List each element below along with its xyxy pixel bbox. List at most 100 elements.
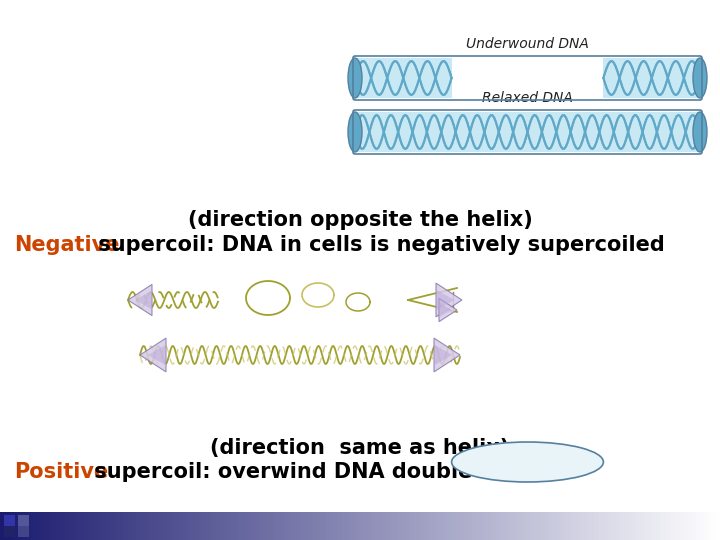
Bar bbox=[391, 512, 392, 540]
Bar bbox=[680, 512, 683, 540]
Bar bbox=[9, 512, 11, 540]
Bar bbox=[355, 112, 700, 152]
Bar bbox=[497, 512, 498, 540]
Bar bbox=[534, 512, 536, 540]
Bar bbox=[495, 512, 497, 540]
Bar bbox=[464, 512, 467, 540]
Bar bbox=[474, 512, 475, 540]
Bar bbox=[618, 512, 619, 540]
Bar bbox=[144, 512, 145, 540]
Bar bbox=[18, 515, 29, 526]
Bar bbox=[423, 512, 425, 540]
Bar bbox=[639, 512, 641, 540]
Bar bbox=[407, 512, 409, 540]
Polygon shape bbox=[128, 285, 152, 315]
Bar bbox=[1, 512, 4, 540]
Bar bbox=[258, 512, 259, 540]
Bar bbox=[432, 512, 433, 540]
Bar bbox=[27, 512, 29, 540]
Bar bbox=[158, 512, 160, 540]
Bar bbox=[392, 512, 395, 540]
Bar bbox=[426, 512, 428, 540]
Polygon shape bbox=[436, 283, 462, 317]
Bar bbox=[232, 512, 234, 540]
Bar bbox=[376, 512, 378, 540]
Bar bbox=[317, 512, 319, 540]
Polygon shape bbox=[434, 338, 460, 372]
Bar bbox=[86, 512, 89, 540]
Bar bbox=[668, 512, 670, 540]
Bar bbox=[648, 512, 649, 540]
Bar bbox=[367, 512, 369, 540]
Bar bbox=[484, 512, 486, 540]
Bar bbox=[97, 512, 99, 540]
Bar bbox=[263, 512, 265, 540]
Bar bbox=[508, 512, 510, 540]
Bar bbox=[513, 512, 515, 540]
Bar bbox=[603, 512, 605, 540]
Bar bbox=[230, 512, 232, 540]
Bar bbox=[95, 512, 97, 540]
Bar bbox=[654, 512, 655, 540]
Bar bbox=[587, 512, 589, 540]
Bar bbox=[671, 512, 673, 540]
Bar bbox=[625, 512, 626, 540]
Bar bbox=[239, 512, 241, 540]
Bar bbox=[553, 512, 554, 540]
Bar bbox=[643, 512, 644, 540]
Bar bbox=[418, 512, 419, 540]
Bar bbox=[468, 512, 470, 540]
Bar bbox=[337, 512, 338, 540]
Bar bbox=[569, 512, 571, 540]
Bar bbox=[23, 512, 25, 540]
Bar bbox=[623, 512, 625, 540]
Bar bbox=[593, 512, 594, 540]
Bar bbox=[130, 512, 132, 540]
Ellipse shape bbox=[348, 58, 362, 98]
Bar bbox=[374, 512, 376, 540]
Bar bbox=[256, 512, 258, 540]
Bar bbox=[181, 512, 184, 540]
Bar bbox=[510, 512, 511, 540]
Bar bbox=[383, 512, 385, 540]
Bar bbox=[234, 512, 236, 540]
Bar bbox=[72, 512, 73, 540]
Bar bbox=[563, 512, 565, 540]
Bar bbox=[706, 512, 707, 540]
Bar bbox=[477, 512, 479, 540]
Bar bbox=[433, 512, 436, 540]
Bar bbox=[546, 512, 547, 540]
Bar bbox=[505, 512, 508, 540]
Bar bbox=[576, 512, 577, 540]
Bar bbox=[346, 512, 347, 540]
Bar bbox=[49, 512, 50, 540]
Bar bbox=[20, 512, 22, 540]
Bar bbox=[56, 512, 58, 540]
Bar bbox=[431, 512, 432, 540]
Bar bbox=[37, 512, 40, 540]
Bar bbox=[713, 512, 714, 540]
Bar bbox=[16, 512, 18, 540]
Bar bbox=[397, 512, 400, 540]
Bar bbox=[355, 58, 451, 98]
Bar bbox=[598, 512, 599, 540]
Bar bbox=[166, 512, 167, 540]
Bar bbox=[635, 512, 637, 540]
Bar bbox=[4, 515, 15, 526]
Bar bbox=[684, 512, 685, 540]
Bar bbox=[349, 512, 351, 540]
Bar bbox=[92, 512, 94, 540]
Bar bbox=[301, 512, 302, 540]
Bar bbox=[396, 512, 397, 540]
Bar bbox=[71, 512, 72, 540]
Bar bbox=[145, 512, 148, 540]
Bar bbox=[225, 512, 227, 540]
Polygon shape bbox=[135, 291, 152, 309]
Bar bbox=[104, 512, 107, 540]
Bar bbox=[531, 512, 533, 540]
Bar bbox=[284, 512, 287, 540]
Bar bbox=[174, 512, 176, 540]
Bar bbox=[261, 512, 263, 540]
Bar bbox=[685, 512, 688, 540]
Bar bbox=[521, 512, 522, 540]
